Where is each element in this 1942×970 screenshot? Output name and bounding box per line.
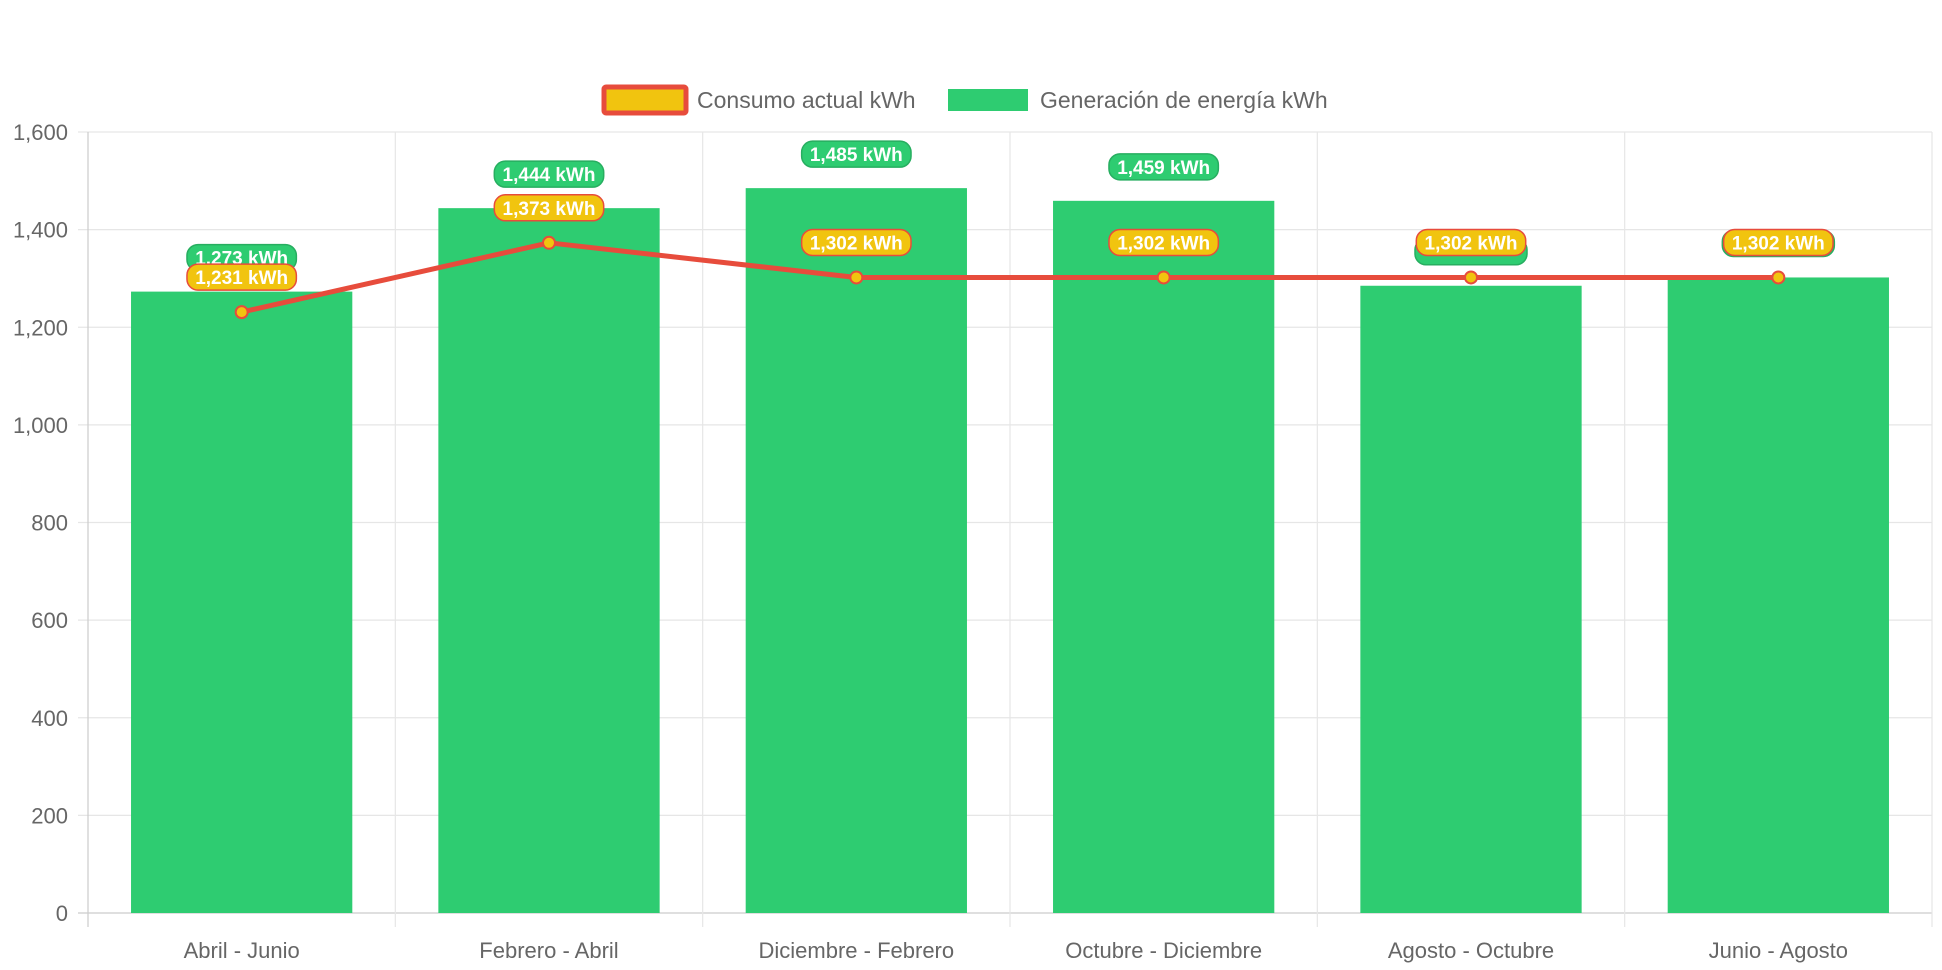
bar[interactable]	[745, 188, 967, 913]
x-tick-label: Agosto - Octubre	[1388, 938, 1554, 963]
x-tick-label: Junio - Agosto	[1709, 938, 1848, 963]
y-tick-label: 1,200	[13, 315, 68, 340]
y-tick-label: 200	[31, 803, 68, 828]
line-point[interactable]	[1464, 270, 1478, 285]
line-value-label-bg	[1108, 228, 1220, 257]
legend-label-bar[interactable]: Generación de energía kWh	[1040, 87, 1328, 113]
line-series	[234, 235, 1786, 320]
line-point[interactable]	[849, 270, 864, 285]
legend-swatch-line[interactable]	[601, 84, 689, 116]
bar[interactable]	[1667, 277, 1889, 913]
y-tick-label: 1,600	[13, 120, 68, 145]
grid	[78, 131, 1933, 927]
y-axis: 0 200 400 600 800 1,000 1,200 1,400 1,600	[13, 120, 68, 926]
line-point[interactable]	[542, 235, 556, 250]
y-tick-label: 400	[31, 706, 68, 731]
x-axis: Abril - Junio Febrero - Abril Diciembre - …	[184, 938, 1848, 963]
bar[interactable]	[1360, 285, 1582, 913]
y-tick-label: 1,400	[13, 218, 68, 243]
line-value-label: 1,302 kWh	[1425, 233, 1518, 254]
line-path	[241, 240, 1779, 315]
line-value-label-bg	[493, 194, 605, 222]
line-value-label: 1,231 kWh	[195, 268, 288, 289]
legend-swatch-bar[interactable]	[948, 89, 1028, 111]
x-tick-label: Diciembre - Febrero	[759, 938, 955, 963]
bar-value-label-bg	[493, 160, 605, 188]
bar[interactable]	[131, 291, 353, 913]
line-point[interactable]	[1156, 270, 1171, 285]
x-tick-label: Febrero - Abril	[479, 938, 618, 963]
y-tick-label: 0	[56, 901, 68, 926]
line-value-label-bg	[1415, 228, 1527, 257]
line-point[interactable]	[1771, 270, 1786, 285]
line-value-label-bg	[186, 263, 298, 291]
x-tick-label: Octubre - Diciembre	[1065, 938, 1262, 963]
line-value-label-bg	[1722, 228, 1834, 257]
y-tick-label: 1,000	[13, 413, 68, 438]
y-tick-label: 800	[31, 511, 68, 536]
x-tick-label: Abril - Junio	[184, 938, 300, 963]
bar-value-label: 1,485 kWh	[810, 145, 903, 166]
legend-label-line[interactable]: Consumo actual kWh	[697, 87, 916, 113]
line-point[interactable]	[234, 305, 249, 320]
bar[interactable]	[1053, 200, 1275, 913]
bar-value-label-bg	[1108, 153, 1220, 181]
line-value-label: 1,302 kWh	[810, 233, 903, 254]
bar-value-label: 1,459 kWh	[1117, 158, 1210, 179]
bar-value-label-bg	[800, 140, 912, 168]
y-tick-label: 600	[31, 608, 68, 633]
bar[interactable]	[438, 208, 660, 913]
line-value-label-bg	[800, 228, 912, 257]
bar-series	[131, 188, 1889, 913]
legend: Consumo actual kWh Generación de energía…	[601, 84, 1328, 116]
line-value-label: 1,302 kWh	[1732, 233, 1825, 254]
line-value-label: 1,373 kWh	[503, 199, 596, 220]
line-value-label: 1,302 kWh	[1117, 233, 1210, 254]
bar-value-label: 1,444 kWh	[503, 165, 596, 186]
